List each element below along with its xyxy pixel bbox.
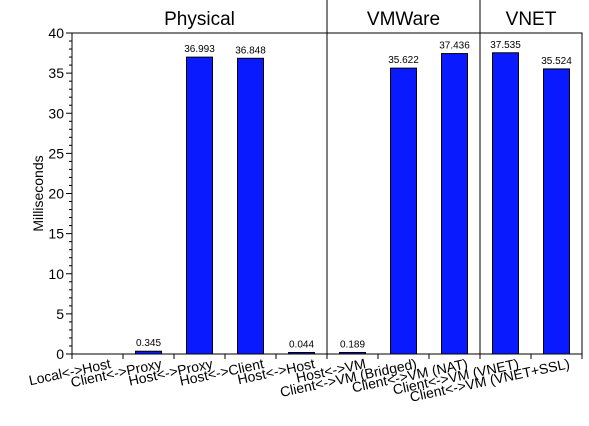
y-tick-label: 5 bbox=[56, 306, 64, 322]
bar bbox=[441, 53, 468, 355]
y-tick-label: 20 bbox=[48, 186, 64, 202]
chart-bars bbox=[135, 52, 570, 355]
data-label: 0.189 bbox=[340, 339, 365, 350]
data-label: 36.993 bbox=[184, 44, 215, 55]
y-tick-label: 0 bbox=[56, 346, 64, 362]
y-tick-label: 10 bbox=[48, 266, 64, 282]
y-tick-label: 35 bbox=[48, 65, 64, 81]
bar bbox=[492, 52, 519, 355]
data-label: 35.622 bbox=[388, 55, 419, 66]
data-label: 36.848 bbox=[235, 45, 266, 56]
bar bbox=[237, 57, 264, 355]
y-tick-label: 30 bbox=[48, 105, 64, 121]
chart-axes bbox=[66, 0, 583, 359]
group-label: VMWare bbox=[367, 9, 440, 30]
data-label: 37.436 bbox=[439, 41, 470, 52]
data-label: 37.535 bbox=[490, 40, 521, 51]
y-axis-label: Milliseconds bbox=[30, 155, 46, 231]
data-label: 0.345 bbox=[136, 338, 161, 349]
bar bbox=[543, 68, 570, 355]
bar bbox=[390, 67, 417, 355]
y-tick-label: 25 bbox=[48, 145, 64, 161]
bar bbox=[186, 56, 213, 355]
data-label: 35.524 bbox=[541, 56, 572, 67]
group-label: Physical bbox=[164, 9, 235, 30]
bar bbox=[135, 350, 162, 355]
y-tick-label: 40 bbox=[48, 25, 64, 41]
data-label: 0.044 bbox=[289, 340, 314, 351]
chart-labels: Physical VMWare VNET 0 5 10 15 20 25 30 35 40 Millis… bbox=[27, 9, 572, 405]
y-tick-label: 15 bbox=[48, 226, 64, 242]
bar bbox=[339, 351, 366, 355]
group-label: VNET bbox=[506, 9, 557, 30]
bar bbox=[288, 352, 315, 355]
